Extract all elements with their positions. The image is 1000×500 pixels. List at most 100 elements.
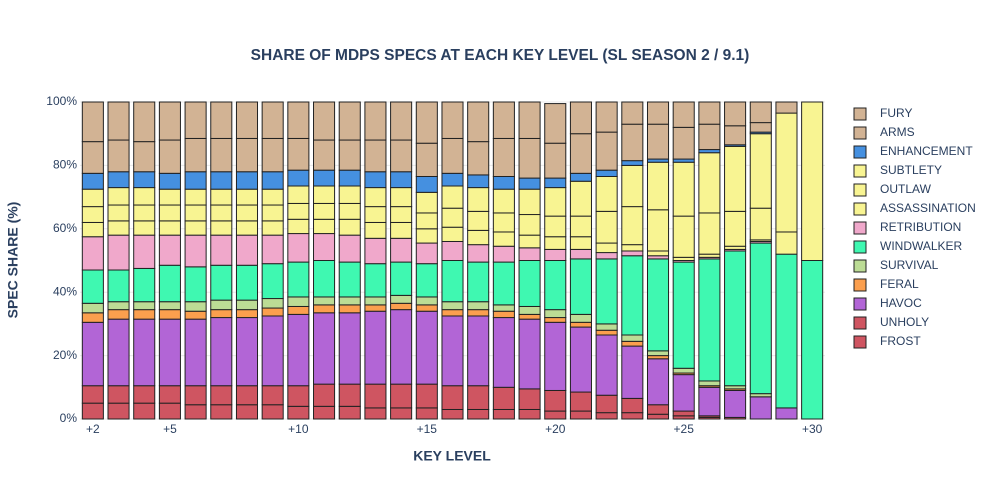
bar-segment xyxy=(621,255,644,336)
x-axis-title: KEY LEVEL xyxy=(413,448,491,464)
y-tick-label: 60% xyxy=(53,221,77,235)
bar-segment xyxy=(698,123,721,151)
legend-swatch xyxy=(853,145,867,159)
bar-segment xyxy=(621,345,644,399)
bar-segment xyxy=(698,152,721,214)
bar-segment xyxy=(518,260,541,307)
bar-segment xyxy=(724,389,747,418)
bar-segment xyxy=(338,383,361,407)
bar-segment xyxy=(184,404,207,420)
bar-segment xyxy=(261,204,284,222)
bar-segment xyxy=(81,302,104,314)
bar-segment xyxy=(338,296,361,306)
bar-segment xyxy=(313,312,336,385)
bar-segment xyxy=(544,410,567,420)
bar-segment xyxy=(441,385,464,410)
bar-segment xyxy=(338,139,361,171)
bar-segment xyxy=(415,101,438,144)
bar-segment xyxy=(338,101,361,141)
bar-segment xyxy=(621,164,644,208)
bar-segment xyxy=(287,233,310,263)
bar-segment xyxy=(569,236,592,250)
bar-segment xyxy=(749,133,772,209)
bar-segment xyxy=(364,101,387,141)
legend-label: ARMS xyxy=(880,125,915,139)
bar-segment xyxy=(724,101,747,127)
bar-segment xyxy=(595,242,618,254)
x-tick-label: +5 xyxy=(163,422,177,436)
bar-segment xyxy=(364,187,387,208)
bar-segment xyxy=(81,188,104,208)
bar-segment xyxy=(390,261,413,296)
bar-segment xyxy=(492,175,515,190)
x-tick-label: +15 xyxy=(417,422,438,436)
bar-segment xyxy=(158,101,181,141)
bar-segment xyxy=(569,326,592,393)
bar-segment xyxy=(749,207,772,241)
bar-segment xyxy=(210,204,233,222)
bar-segment xyxy=(698,258,721,382)
bar-segment xyxy=(467,385,490,410)
bar-segment xyxy=(184,266,207,303)
bar-segment xyxy=(646,350,670,357)
bar-segment xyxy=(441,137,464,174)
bar-segment xyxy=(569,133,592,174)
bar-segment xyxy=(390,171,413,189)
bar-segment xyxy=(724,210,747,247)
bar-segment xyxy=(492,408,515,420)
bar-segment xyxy=(749,396,772,420)
bar-segment xyxy=(133,204,156,222)
bar-segment xyxy=(672,410,695,417)
bar-segment xyxy=(210,385,233,406)
bar-segment xyxy=(595,131,618,171)
bar-segment xyxy=(775,253,798,409)
bar-segment xyxy=(184,318,207,387)
bar-segment xyxy=(107,139,130,173)
bar-segment xyxy=(544,389,567,412)
legend-label: ENHANCEMENT xyxy=(880,144,973,158)
bar-segment xyxy=(621,244,644,252)
bar-segment xyxy=(621,123,644,162)
bar-segment xyxy=(467,261,490,303)
bar-segment xyxy=(313,304,336,314)
bar-segment xyxy=(415,228,438,244)
bar-segment xyxy=(184,171,207,190)
bar-segment xyxy=(492,261,515,306)
bar-segment xyxy=(390,309,413,385)
bar-segment xyxy=(287,101,310,139)
legend-label: FURY xyxy=(880,106,912,120)
bar-segment xyxy=(390,407,413,420)
bar-segment xyxy=(133,402,156,420)
bar-segment xyxy=(210,220,233,236)
bar-segment xyxy=(569,101,592,135)
bar-segment xyxy=(133,220,156,236)
bar-segment xyxy=(646,358,670,406)
bar-segment xyxy=(107,187,130,206)
legend-swatch xyxy=(853,278,867,292)
bar-segment xyxy=(184,137,207,173)
bar-segment xyxy=(544,177,567,189)
bar-segment xyxy=(184,188,207,206)
bar-segment xyxy=(210,101,233,139)
bar-segment xyxy=(518,214,541,236)
y-tick-label: 0% xyxy=(60,411,78,425)
bar-segment xyxy=(158,301,181,311)
bar-segment xyxy=(133,318,156,387)
bar-segment xyxy=(621,340,644,347)
bar-segment xyxy=(415,242,438,265)
bar-segment xyxy=(81,141,104,174)
bar-segment xyxy=(441,408,464,420)
bar-segment xyxy=(595,175,618,212)
bar-segment xyxy=(390,206,413,223)
y-tick-label: 20% xyxy=(53,348,77,362)
bar-segment xyxy=(364,206,387,223)
bar-segment xyxy=(287,405,310,420)
bar-segment xyxy=(441,309,464,317)
bar-segment xyxy=(364,304,387,312)
bar-segment xyxy=(81,312,104,323)
bar-segment xyxy=(158,234,181,266)
bar-segment xyxy=(646,209,670,252)
bar-segment xyxy=(313,185,336,204)
bar-segment xyxy=(313,202,336,220)
bar-segment xyxy=(133,141,156,173)
